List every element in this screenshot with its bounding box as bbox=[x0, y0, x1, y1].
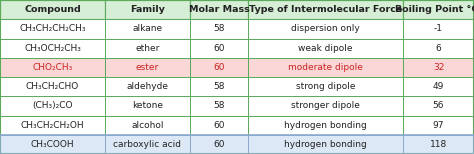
Text: 58: 58 bbox=[213, 24, 225, 33]
Bar bbox=[105, 96, 190, 116]
Text: 118: 118 bbox=[430, 140, 447, 149]
Text: carboxylic acid: carboxylic acid bbox=[113, 140, 182, 149]
Text: dispersion only: dispersion only bbox=[291, 24, 360, 33]
Bar bbox=[248, 135, 403, 154]
Bar bbox=[403, 19, 474, 38]
Text: -1: -1 bbox=[434, 24, 443, 33]
Bar bbox=[190, 19, 248, 38]
Bar bbox=[0, 135, 474, 154]
Text: CH₃CH₂CH₂CH₃: CH₃CH₂CH₂CH₃ bbox=[19, 24, 86, 33]
Bar bbox=[403, 96, 474, 116]
Bar bbox=[0, 116, 105, 135]
Bar bbox=[248, 38, 403, 58]
Bar bbox=[0, 38, 105, 58]
Text: ketone: ketone bbox=[132, 101, 163, 110]
Text: 6: 6 bbox=[436, 44, 441, 53]
Bar bbox=[0, 58, 105, 77]
Bar bbox=[105, 58, 190, 77]
Text: 58: 58 bbox=[213, 101, 225, 110]
Text: strong dipole: strong dipole bbox=[296, 82, 355, 91]
Text: alkane: alkane bbox=[132, 24, 163, 33]
Text: CH₃CH₂CH₂OH: CH₃CH₂CH₂OH bbox=[21, 121, 84, 130]
Text: 49: 49 bbox=[433, 82, 444, 91]
Bar bbox=[248, 58, 403, 77]
Bar bbox=[105, 19, 190, 38]
Bar bbox=[190, 58, 248, 77]
Text: 60: 60 bbox=[213, 63, 225, 72]
Bar bbox=[190, 38, 248, 58]
Text: 97: 97 bbox=[433, 121, 444, 130]
Bar bbox=[248, 19, 403, 38]
Bar bbox=[248, 77, 403, 96]
Text: alcohol: alcohol bbox=[131, 121, 164, 130]
Bar bbox=[105, 38, 190, 58]
Bar bbox=[248, 96, 403, 116]
Bar bbox=[403, 77, 474, 96]
Bar bbox=[403, 0, 474, 19]
Text: 56: 56 bbox=[433, 101, 444, 110]
Text: (CH₃)₂CO: (CH₃)₂CO bbox=[32, 101, 73, 110]
Bar bbox=[190, 135, 248, 154]
Bar bbox=[190, 96, 248, 116]
Text: stronger dipole: stronger dipole bbox=[291, 101, 360, 110]
Text: 32: 32 bbox=[433, 63, 444, 72]
Text: 60: 60 bbox=[213, 121, 225, 130]
Bar bbox=[403, 38, 474, 58]
Bar bbox=[190, 77, 248, 96]
Text: weak dipole: weak dipole bbox=[298, 44, 353, 53]
Text: CH₃OCH₂CH₃: CH₃OCH₂CH₃ bbox=[24, 44, 81, 53]
Bar bbox=[105, 116, 190, 135]
Text: Family: Family bbox=[130, 5, 165, 14]
Bar bbox=[0, 96, 105, 116]
Text: moderate dipole: moderate dipole bbox=[288, 63, 363, 72]
Bar bbox=[105, 135, 190, 154]
Bar bbox=[248, 0, 403, 19]
Bar bbox=[0, 0, 105, 19]
Text: Boiling Point °C): Boiling Point °C) bbox=[394, 5, 474, 14]
Text: 60: 60 bbox=[213, 140, 225, 149]
Text: Compound: Compound bbox=[24, 5, 81, 14]
Text: CH₃COOH: CH₃COOH bbox=[31, 140, 74, 149]
Bar bbox=[403, 135, 474, 154]
Bar bbox=[403, 58, 474, 77]
Bar bbox=[105, 77, 190, 96]
Text: aldehyde: aldehyde bbox=[127, 82, 168, 91]
Bar bbox=[190, 0, 248, 19]
Text: hydrogen bonding: hydrogen bonding bbox=[284, 121, 367, 130]
Text: hydrogen bonding: hydrogen bonding bbox=[284, 140, 367, 149]
Bar bbox=[0, 19, 105, 38]
Text: 58: 58 bbox=[213, 82, 225, 91]
Text: Molar Mass: Molar Mass bbox=[189, 5, 249, 14]
Bar bbox=[248, 116, 403, 135]
Bar bbox=[403, 116, 474, 135]
Text: ester: ester bbox=[136, 63, 159, 72]
Text: 60: 60 bbox=[213, 44, 225, 53]
Text: Type of Intermolecular Force: Type of Intermolecular Force bbox=[249, 5, 402, 14]
Bar bbox=[190, 116, 248, 135]
Text: CH₃CH₂CHO: CH₃CH₂CHO bbox=[26, 82, 79, 91]
Bar bbox=[105, 0, 190, 19]
Text: ether: ether bbox=[135, 44, 160, 53]
Bar bbox=[0, 135, 105, 154]
Text: CHO₂CH₃: CHO₂CH₃ bbox=[32, 63, 73, 72]
Bar bbox=[0, 77, 105, 96]
